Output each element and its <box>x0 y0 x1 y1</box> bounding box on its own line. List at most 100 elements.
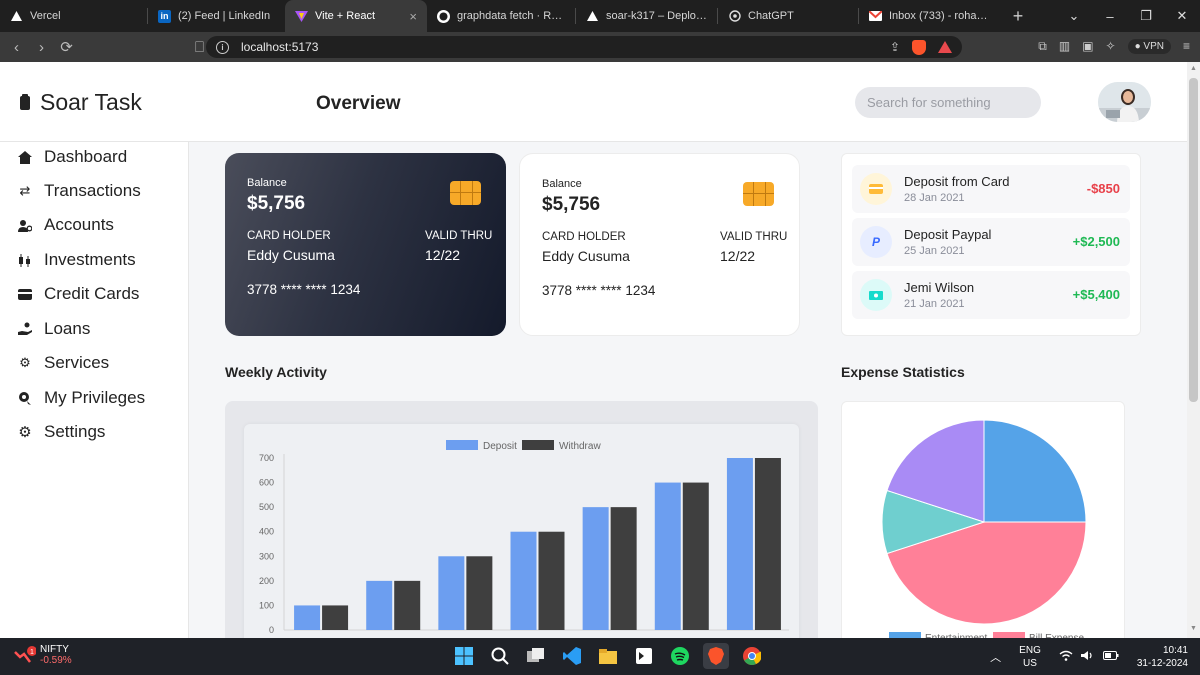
bar-withdraw[interactable] <box>322 605 349 630</box>
bar-withdraw[interactable] <box>682 482 709 630</box>
y-tick-label: 100 <box>259 600 274 610</box>
forward-icon[interactable]: › <box>39 38 44 56</box>
scroll-down-icon[interactable]: ▼ <box>1190 625 1197 632</box>
balance-value: $5,756 <box>247 193 306 214</box>
pie-slice[interactable] <box>983 419 1087 523</box>
site-info-icon[interactable]: i <box>216 40 229 54</box>
transaction-row[interactable]: P Deposit Paypal 25 Jan 2021 +$2,500 <box>852 218 1130 266</box>
avatar[interactable] <box>1098 82 1151 122</box>
windows-start-icon[interactable] <box>451 643 477 669</box>
volume-icon[interactable] <box>1080 650 1095 664</box>
vpn-button[interactable]: ● VPN <box>1127 38 1171 54</box>
tab-vercel[interactable]: Vercel <box>0 0 147 32</box>
bar-deposit[interactable] <box>294 605 321 630</box>
transaction-row[interactable]: Jemi Wilson 21 Jan 2021 +$5,400 <box>852 271 1130 319</box>
sidebar-item-my-privileges[interactable]: My Privileges <box>18 386 145 410</box>
credit-card-light[interactable]: Balance $5,756 CARD HOLDER Eddy Cusuma V… <box>519 153 800 336</box>
bar-deposit[interactable] <box>654 482 681 630</box>
tab-chatgpt[interactable]: ChatGPT <box>718 0 858 32</box>
leo-icon[interactable]: ✧ <box>1105 39 1116 53</box>
user-icon <box>18 218 32 232</box>
wallet-icon[interactable]: ▣ <box>1082 39 1094 53</box>
sidebar-item-transactions[interactable]: ⇄ Transactions <box>19 181 141 200</box>
sidebar-item-loans[interactable]: Loans <box>18 317 90 341</box>
bar-deposit[interactable] <box>366 580 393 630</box>
scroll-up-icon[interactable]: ▲ <box>1190 65 1197 72</box>
app-logo[interactable]: Soar Task <box>20 89 142 116</box>
clock[interactable]: 10:41 31-12-2024 <box>1136 644 1188 669</box>
scrollbar-thumb[interactable] <box>1189 78 1198 402</box>
language-indicator[interactable]: ENG US <box>1019 644 1041 669</box>
weekly-activity-panel: Deposit Withdraw 0 100 200 300 400 500 600 700 <box>225 401 818 638</box>
extensions-icon[interactable]: ⧉ <box>1038 38 1047 53</box>
sidebar-item-credit-cards[interactable]: Credit Cards <box>18 282 139 306</box>
restore-icon[interactable]: ❐ <box>1140 8 1152 23</box>
bookmark-icon[interactable]: ⎕ <box>194 38 204 56</box>
brave-shield-icon[interactable] <box>912 39 926 55</box>
sidebar-item-settings[interactable]: ⚙ Settings <box>18 422 106 441</box>
stock-widget[interactable]: 1 NIFTY -0.59% <box>14 644 72 666</box>
card-holder-name: Eddy Cusuma <box>542 248 630 264</box>
terminal-icon[interactable] <box>631 643 657 669</box>
sidebar-item-dashboard[interactable]: Dashboard <box>18 145 127 169</box>
credit-card-dark[interactable]: Balance $5,756 CARD HOLDER Eddy Cusuma V… <box>225 153 506 336</box>
bar-withdraw[interactable] <box>754 458 781 630</box>
chevron-up-icon[interactable]: ︿ <box>990 651 1002 664</box>
sidebar: Dashboard ⇄ Transactions Accounts Invest… <box>0 142 189 638</box>
task-view-icon[interactable] <box>523 643 549 669</box>
sidebar-item-services[interactable]: ⚙ Services <box>19 353 110 372</box>
y-tick-label: 200 <box>259 576 274 586</box>
search-icon[interactable] <box>487 643 513 669</box>
tab-github[interactable]: graphdata fetch · Rohand <box>427 0 575 32</box>
tab-gmail[interactable]: Inbox (733) - rohandede9 <box>859 0 1001 32</box>
url-field[interactable]: i localhost:5173 ⇪ <box>206 36 962 58</box>
app-header: Soar Task Overview Search for something <box>0 62 1187 142</box>
file-explorer-icon[interactable] <box>595 643 621 669</box>
vscode-icon[interactable] <box>559 643 585 669</box>
search-input[interactable]: Search for something <box>855 87 1041 118</box>
window-controls: ⌄ – ❐ ✕ <box>1056 0 1200 32</box>
pie-slice[interactable] <box>886 521 1087 625</box>
legend-swatch <box>446 440 478 450</box>
sidebar-item-accounts[interactable]: Accounts <box>18 213 114 237</box>
chatgpt-icon <box>728 10 741 23</box>
minimize-icon[interactable]: – <box>1106 8 1114 24</box>
tab-list-icon[interactable]: ⌄ <box>1068 8 1080 23</box>
bar-deposit[interactable] <box>510 531 537 630</box>
card-chip-icon <box>743 182 774 206</box>
back-icon[interactable]: ‹ <box>14 38 19 56</box>
wifi-icon[interactable] <box>1059 650 1073 664</box>
bar-deposit[interactable] <box>582 507 609 630</box>
paypal-icon: P <box>860 226 892 258</box>
bar-withdraw[interactable] <box>538 531 565 630</box>
new-tab-button[interactable]: + <box>1012 5 1024 26</box>
brave-browser-icon[interactable] <box>703 643 729 669</box>
pie-slice[interactable] <box>886 419 985 523</box>
chrome-icon[interactable] <box>739 643 765 669</box>
page-scrollbar[interactable]: ▲ ▼ <box>1187 62 1200 638</box>
balance-value: $5,756 <box>542 194 601 215</box>
close-window-icon[interactable]: ✕ <box>1176 8 1188 23</box>
reload-icon[interactable]: ⟳ <box>60 39 73 56</box>
close-tab-icon[interactable]: × <box>409 8 417 24</box>
bar-deposit[interactable] <box>438 556 465 630</box>
tab-deployment[interactable]: soar-k317 – Deployment <box>576 0 717 32</box>
vite-icon <box>295 10 308 23</box>
spotify-icon[interactable] <box>667 643 693 669</box>
bar-withdraw[interactable] <box>466 556 493 630</box>
bar-withdraw[interactable] <box>610 507 637 630</box>
menu-icon[interactable]: ≡ <box>1182 39 1190 53</box>
share-icon[interactable]: ⇪ <box>889 40 900 54</box>
card-holder-label: CARD HOLDER <box>247 230 331 242</box>
sidebar-item-investments[interactable]: Investments <box>18 248 136 272</box>
sidebar-toggle-icon[interactable]: ▥ <box>1058 39 1071 53</box>
page-title: Overview <box>316 93 401 114</box>
brave-rewards-icon[interactable] <box>938 41 952 53</box>
bar-deposit[interactable] <box>726 458 753 630</box>
battery-icon[interactable] <box>1102 650 1119 663</box>
tab-vite-react[interactable]: Vite + React × <box>285 0 427 32</box>
tab-linkedin[interactable]: in (2) Feed | LinkedIn <box>148 0 285 32</box>
bar-withdraw[interactable] <box>394 580 421 630</box>
card-number: 3778 **** **** 1234 <box>247 282 361 297</box>
transaction-row[interactable]: Deposit from Card 28 Jan 2021 -$850 <box>852 165 1130 213</box>
